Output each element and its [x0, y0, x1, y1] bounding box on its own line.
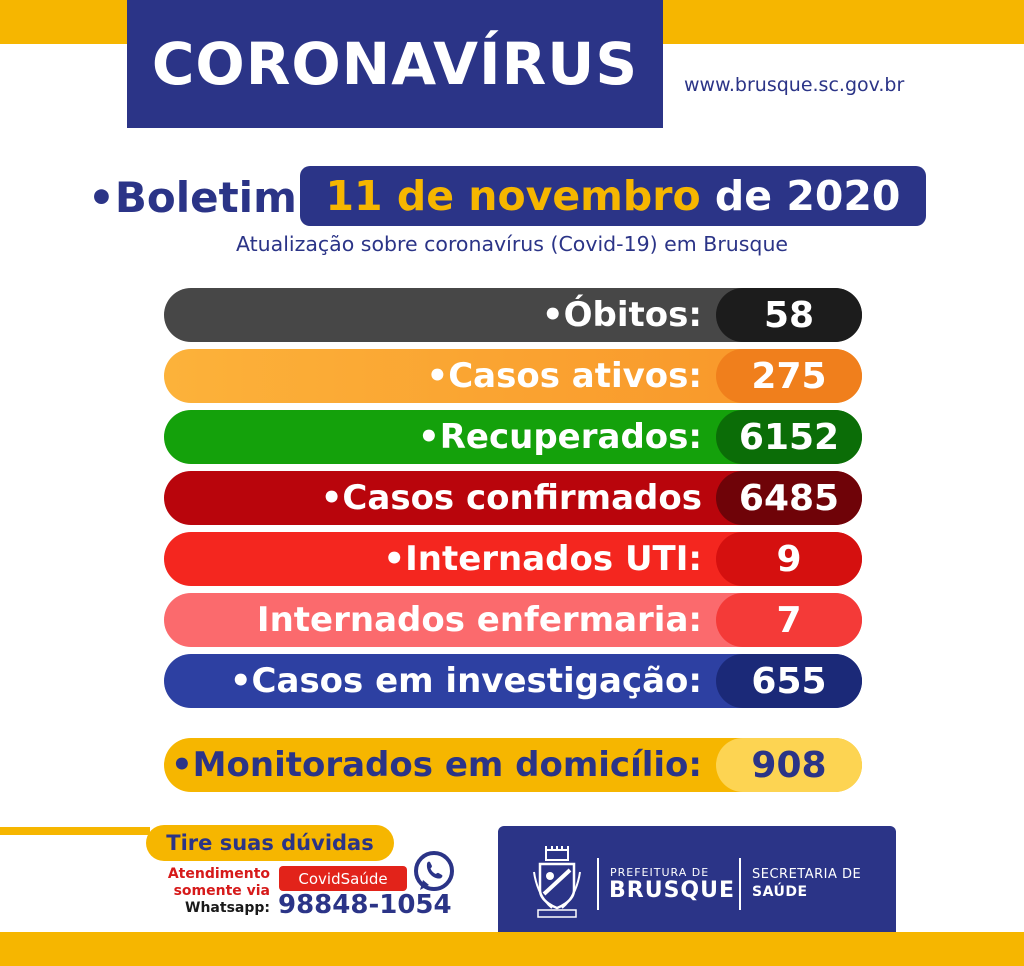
prefeitura-label: PREFEITURA DE	[610, 866, 710, 879]
stat-row-recuperados: •Recuperados: 6152	[164, 410, 862, 464]
secretaria-label: SECRETARIA DE	[752, 867, 862, 882]
brand-divider	[739, 858, 741, 910]
stat-label: •Casos ativos:	[426, 356, 702, 396]
contact-note-line: Whatsapp:	[185, 900, 270, 916]
stat-row-casos-confirmados: •Casos confirmados 6485	[164, 471, 862, 525]
stat-value: 7	[716, 593, 862, 647]
stat-value: 9	[716, 532, 862, 586]
contact-title: Tire suas dúvidas	[146, 825, 394, 861]
stat-label: •Casos confirmados	[320, 478, 702, 518]
stat-value: 58	[716, 288, 862, 342]
stat-value: 6152	[716, 410, 862, 464]
bulletin-date: 11 de novembro de 2020	[300, 166, 926, 226]
contact-note-line: somente via	[173, 883, 270, 899]
contact-stripe	[0, 827, 150, 835]
contact-note: Atendimento somente via Whatsapp:	[150, 866, 270, 917]
site-url[interactable]: www.brusque.sc.gov.br	[684, 74, 905, 96]
bulletin-date-day-month: 11 de novembro	[325, 172, 701, 220]
bulletin-date-year: de 2020	[714, 172, 901, 220]
stat-row-internados-uti: •Internados UTI: 9	[164, 532, 862, 586]
stat-label: •Monitorados em domicílio:	[170, 745, 702, 785]
covid-saude-badge: CovidSaúde	[279, 866, 407, 891]
stat-value: 6485	[716, 471, 862, 525]
bulletin-label: •Boletim	[88, 172, 297, 222]
bottom-stripe	[0, 932, 1024, 966]
stat-label: •Internados UTI:	[383, 539, 702, 579]
prefeitura-logo-box	[498, 826, 896, 942]
stat-value: 908	[716, 738, 862, 792]
title-banner: CORONAVÍRUS	[127, 0, 663, 128]
stat-row-obitos: •Óbitos: 58	[164, 288, 862, 342]
stat-row-casos-ativos: •Casos ativos: 275	[164, 349, 862, 403]
contact-note-line: Atendimento	[167, 866, 270, 882]
bulletin-subtitle: Atualização sobre coronavírus (Covid-19)…	[235, 232, 789, 256]
page-title: CORONAVÍRUS	[151, 30, 639, 98]
brand-divider	[597, 858, 599, 910]
stat-value: 655	[716, 654, 862, 708]
secretaria-name: SAÚDE	[752, 884, 808, 900]
stat-label: •Casos em investigação:	[229, 661, 702, 701]
whatsapp-icon[interactable]	[412, 850, 456, 894]
whatsapp-phone[interactable]: 98848-1054	[278, 890, 452, 920]
stat-label: Internados enfermaria:	[256, 600, 702, 640]
stat-value: 275	[716, 349, 862, 403]
stat-label: •Recuperados:	[418, 417, 702, 457]
stat-label: •Óbitos:	[541, 295, 702, 335]
brasao-icon	[533, 846, 581, 918]
prefeitura-city: BRUSQUE	[609, 878, 736, 903]
stat-row-internados-enfermaria: Internados enfermaria: 7	[164, 593, 862, 647]
stat-row-casos-investigacao: •Casos em investigação: 655	[164, 654, 862, 708]
stat-row-monitorados: •Monitorados em domicílio: 908	[164, 738, 862, 792]
